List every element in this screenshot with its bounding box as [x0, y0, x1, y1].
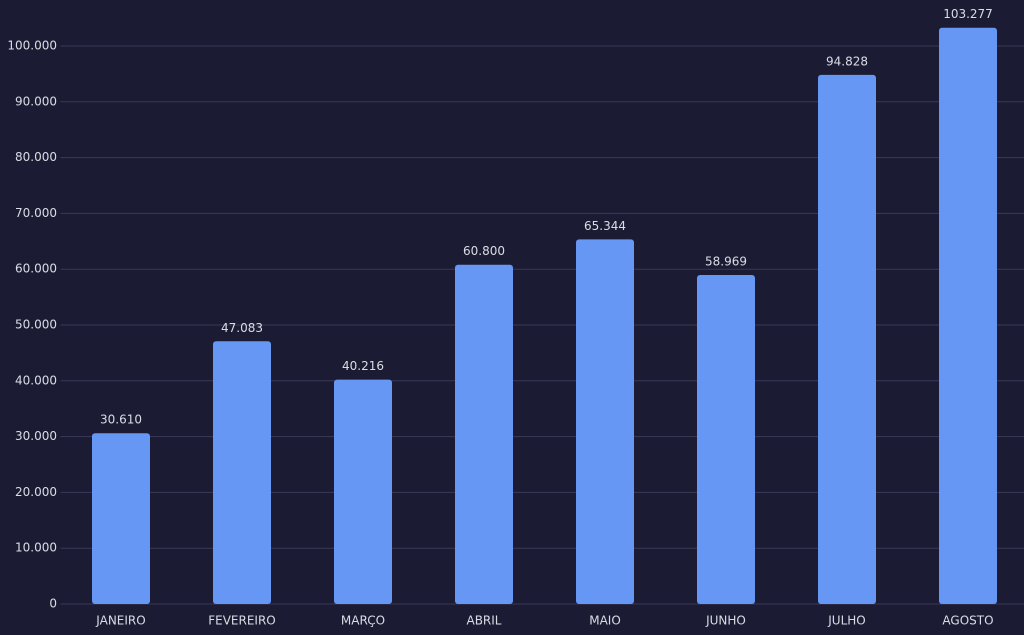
y-tick-label: 10.000	[15, 541, 57, 555]
y-tick-label: 60.000	[15, 262, 57, 276]
bar	[818, 74, 876, 605]
bar	[697, 274, 755, 604]
value-label: 30.610	[100, 413, 142, 427]
value-label: 94.828	[826, 54, 868, 68]
bar	[939, 27, 997, 604]
y-tick-label: 50.000	[15, 318, 57, 332]
value-label: 60.800	[463, 244, 505, 258]
y-tick-label: 0	[49, 597, 57, 611]
y-tick-label: 100.000	[7, 39, 57, 53]
value-label: 58.969	[705, 254, 747, 268]
x-tick-label: JUNHO	[705, 614, 746, 628]
y-tick-label: 80.000	[15, 150, 57, 164]
y-tick-label: 40.000	[15, 373, 57, 387]
bar	[455, 264, 513, 604]
bar	[213, 341, 271, 604]
value-label: 40.216	[342, 359, 384, 373]
x-tick-label: AGOSTO	[942, 614, 993, 628]
y-tick-label: 20.000	[15, 485, 57, 499]
x-tick-label: MAIO	[589, 614, 621, 628]
bar	[576, 239, 634, 604]
value-label: 65.344	[584, 219, 626, 233]
x-tick-label: FEVEREIRO	[208, 614, 276, 628]
value-label: 47.083	[221, 321, 263, 335]
y-tick-label: 70.000	[15, 206, 57, 220]
x-tick-label: JULHO	[827, 614, 865, 628]
value-label: 103.277	[943, 7, 993, 21]
x-tick-label: JANEIRO	[95, 614, 145, 628]
bar	[92, 433, 150, 604]
y-tick-label: 30.000	[15, 429, 57, 443]
x-tick-label: ABRIL	[466, 614, 501, 628]
bar	[334, 379, 392, 604]
x-tick-label: MARÇO	[341, 614, 385, 628]
y-tick-label: 90.000	[15, 94, 57, 108]
